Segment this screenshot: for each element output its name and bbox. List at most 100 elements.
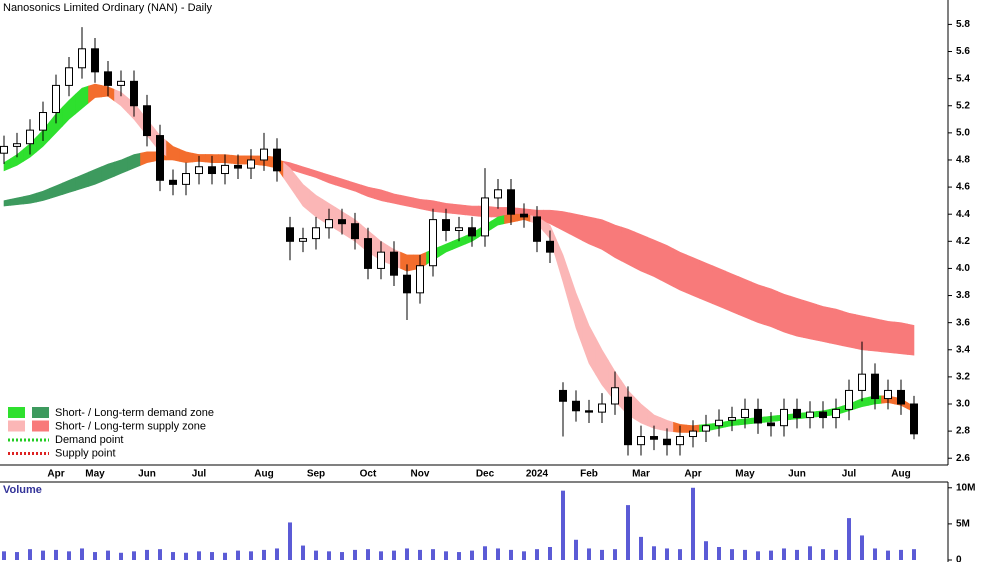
volume-bar (145, 549, 149, 560)
candle-body (884, 389, 892, 400)
long-term-zone (738, 276, 752, 321)
candle-body (650, 436, 658, 440)
volume-bar (28, 549, 32, 560)
long-term-zone (790, 295, 804, 338)
candle-body (481, 197, 489, 237)
legend-label: Short- / Long-term supply zone (55, 420, 206, 432)
long-term-zone (452, 203, 466, 216)
axes: 5.8 5.6 5.4 5.2 5.0 4.8 4.6 4.4 4.2 4.0 3.8 3.6 3.4 3… (0, 0, 975, 562)
candle-body (195, 166, 203, 175)
y-tick-label: 3.0 (956, 399, 970, 410)
x-tick-label: 2024 (526, 469, 549, 480)
volume-bar (262, 549, 266, 560)
candle-body (910, 403, 918, 435)
volume-bar (314, 550, 318, 560)
candle-body (585, 410, 593, 413)
candle-body (364, 238, 372, 269)
long-term-zone (465, 205, 479, 217)
long-term-zone (868, 316, 882, 353)
candle-body (572, 400, 580, 412)
volume-bar (67, 551, 71, 560)
volume-bar (834, 549, 838, 560)
y-tick-label: 4.2 (956, 236, 970, 247)
volume-bar (496, 548, 500, 560)
x-tick-label: Nov (411, 469, 430, 480)
y-tick-label: 0 (956, 555, 962, 562)
volume-bar (132, 551, 136, 560)
long-term-zone (699, 259, 713, 305)
volume-bar (522, 551, 526, 560)
x-tick-label: Sep (307, 469, 325, 480)
candle-body (728, 417, 736, 421)
x-tick-label: Aug (891, 469, 910, 480)
long-term-zone (647, 236, 661, 281)
y-tick-label: 4.4 (956, 209, 970, 220)
candle-body (845, 389, 853, 410)
volume-bar (769, 550, 773, 560)
x-tick-label: Aug (254, 469, 273, 480)
volume-bar (678, 549, 682, 560)
volume-bar (197, 551, 201, 560)
candle-body (299, 238, 307, 242)
volume-bar (535, 549, 539, 560)
volume-bar (223, 552, 227, 560)
candle-body (273, 148, 281, 172)
volume-bar (691, 487, 695, 560)
legend-label: Supply point (55, 447, 116, 459)
volume-bar (158, 549, 162, 560)
x-tick-label: May (85, 469, 105, 480)
volume-bar (171, 552, 175, 560)
long-term-zone (712, 265, 726, 310)
chart-title: Nanosonics Limited Ordinary (NAN) - Dail… (3, 2, 213, 14)
long-term-zone (829, 307, 843, 347)
y-tick-label: 3.2 (956, 372, 970, 383)
volume-bar (379, 551, 383, 560)
legend-swatch (32, 407, 49, 418)
candle-body (65, 67, 73, 86)
long-term-zone (686, 254, 700, 299)
volume-bar (743, 549, 747, 560)
volume-bar (613, 549, 617, 560)
long-term-zone (764, 286, 778, 330)
candle-body (780, 408, 788, 427)
candle-body (624, 396, 632, 446)
candle-body (286, 227, 294, 242)
long-term-zone (660, 242, 674, 288)
volume-bar (15, 552, 19, 560)
candle-body (611, 387, 619, 405)
candle-body (416, 265, 424, 294)
candle-body (637, 436, 645, 446)
volume-bar (756, 551, 760, 560)
volume-bar (860, 535, 864, 560)
candle-body (221, 164, 229, 175)
volume-bar (106, 550, 110, 560)
volume-bars (2, 487, 916, 560)
long-term-zone (777, 291, 791, 335)
candle-body (559, 389, 567, 402)
y-tick-label: 2.8 (956, 426, 970, 437)
volume-bar (41, 550, 45, 560)
volume-bar (483, 546, 487, 560)
candles (0, 27, 918, 456)
candle-body (767, 422, 775, 427)
volume-bar (639, 536, 643, 560)
candle-body (156, 135, 164, 181)
volume-bar (652, 546, 656, 560)
volume-bar (392, 550, 396, 560)
candle-body (702, 425, 710, 432)
candle-body (507, 189, 515, 215)
candle-body (325, 219, 333, 229)
long-term-zone (725, 270, 739, 315)
candle-body (208, 166, 216, 175)
volume-bar (587, 548, 591, 560)
candle-body (533, 216, 541, 242)
y-tick-label: 3.4 (956, 344, 970, 355)
candle-body (429, 219, 437, 267)
long-term-zone (621, 226, 635, 269)
candle-body (494, 189, 502, 199)
candle-body (676, 436, 684, 446)
x-tick-label: Oct (360, 469, 377, 480)
x-tick-label: Mar (632, 469, 650, 480)
volume-bar (808, 546, 812, 560)
volume-bar (821, 549, 825, 560)
